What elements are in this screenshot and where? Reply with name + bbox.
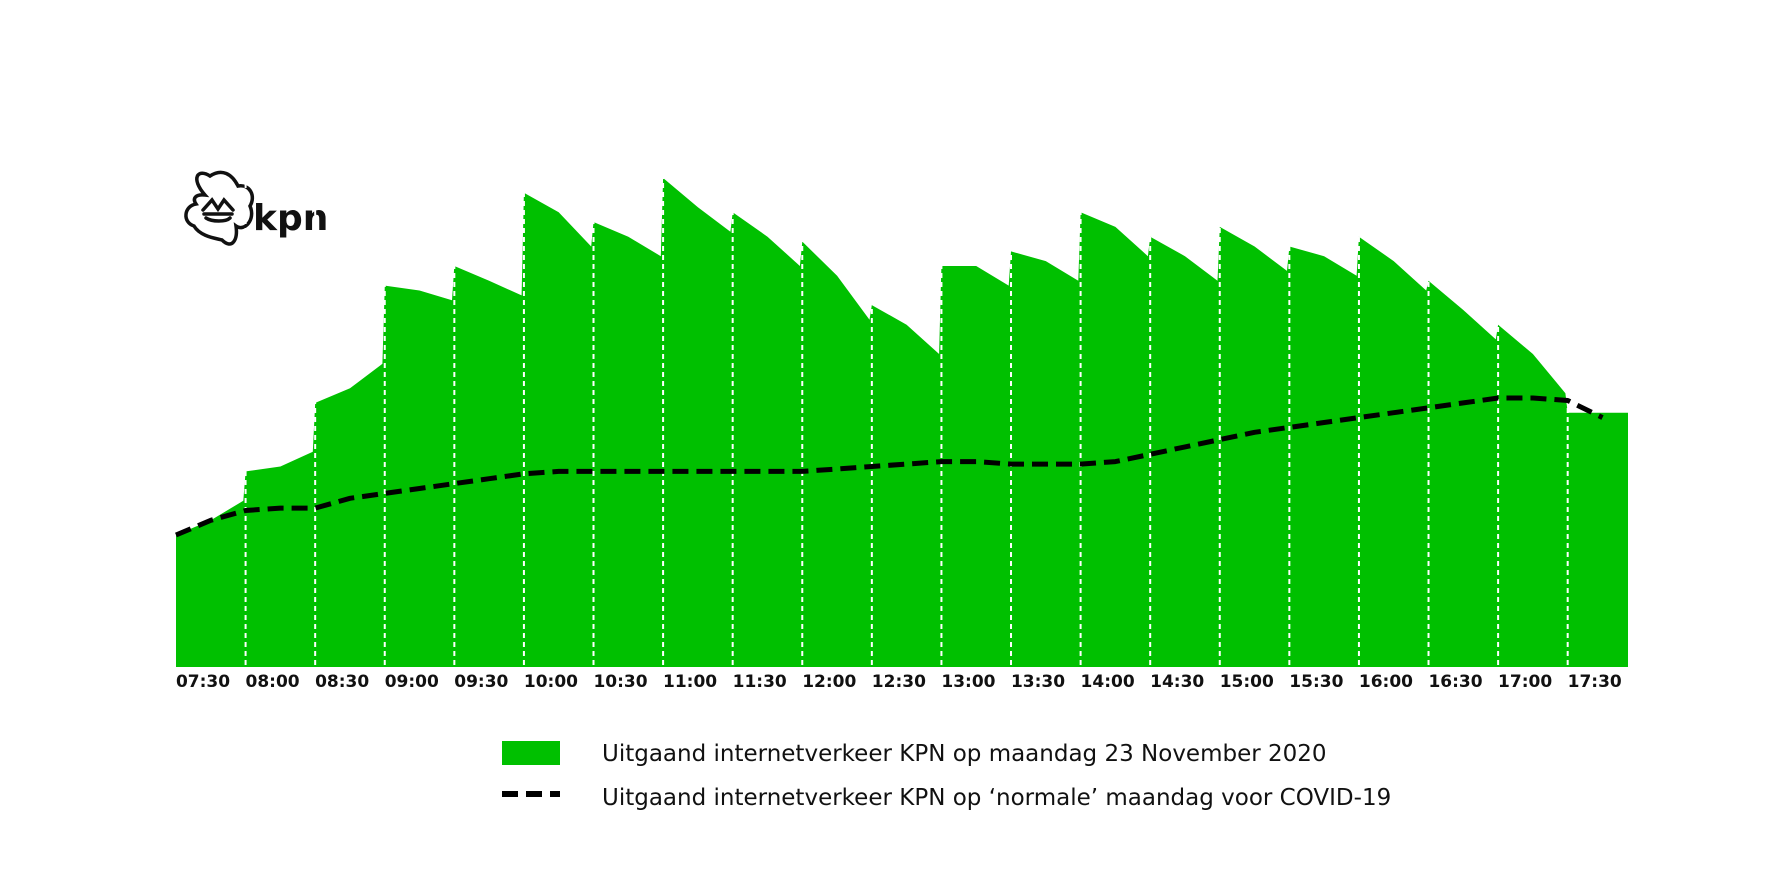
- x-tick-label: 08:30: [315, 672, 369, 692]
- x-tick-label: 17:00: [1498, 672, 1552, 692]
- kpn-logo-text: kpn: [253, 198, 328, 239]
- legend: Uitgaand internetverkeer KPN op maandag …: [502, 741, 1391, 811]
- x-tick-label: 13:30: [1011, 672, 1065, 692]
- legend-swatch-area: [502, 741, 560, 765]
- kpn-crown-logo-icon: [184, 170, 255, 246]
- x-tick-label: 10:00: [524, 672, 578, 692]
- x-tick-label: 08:00: [246, 672, 300, 692]
- kpn-logo: kpn: [184, 170, 328, 246]
- x-axis-ticks: 07:30 08:00 08:30 09:00 09:30 10:00 10:30 11:00…: [176, 672, 1622, 692]
- x-tick-label: 11:30: [733, 672, 787, 692]
- x-tick-label: 13:00: [941, 672, 995, 692]
- x-tick-label: 09:00: [385, 672, 439, 692]
- area-series-2020: [176, 178, 1628, 667]
- x-tick-label: 11:00: [663, 672, 717, 692]
- x-tick-label: 10:30: [593, 672, 647, 692]
- x-tick-label: 15:00: [1220, 672, 1274, 692]
- line-layer: [175, 395, 1604, 538]
- x-tick-label: 16:00: [1359, 672, 1413, 692]
- x-tick-label: 17:30: [1568, 672, 1622, 692]
- x-tick-label: 12:00: [802, 672, 856, 692]
- x-tick-label: 12:30: [872, 672, 926, 692]
- x-tick-label: 14:00: [1081, 672, 1135, 692]
- x-tick-label: 09:30: [454, 672, 508, 692]
- area-layer: [176, 178, 1628, 667]
- legend-label-area: Uitgaand internetverkeer KPN op maandag …: [602, 741, 1327, 767]
- line-series-normal-monday: [175, 395, 1604, 538]
- legend-label-dashed-line: Uitgaand internetverkeer KPN op ‘normale…: [602, 785, 1391, 811]
- x-tick-label: 15:30: [1289, 672, 1343, 692]
- x-tick-label: 14:30: [1150, 672, 1204, 692]
- x-tick-label: 07:30: [176, 672, 230, 692]
- grid-layer: [244, 174, 1569, 667]
- x-tick-label: 16:30: [1428, 672, 1482, 692]
